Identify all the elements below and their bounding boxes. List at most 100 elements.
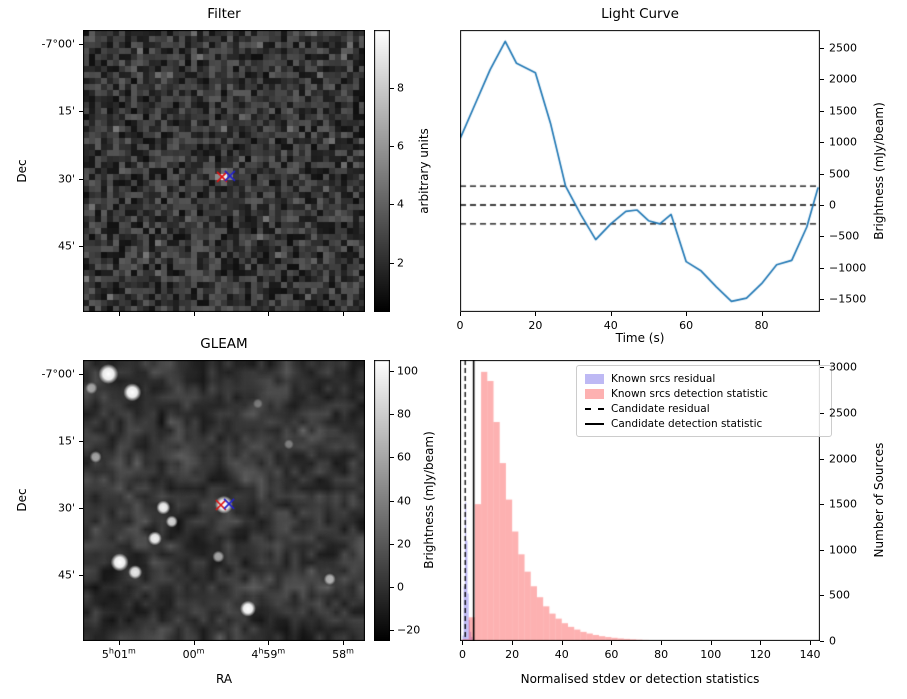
tick-mark bbox=[460, 312, 461, 316]
tick-label: 80 bbox=[654, 648, 669, 661]
tick-mark bbox=[79, 111, 83, 113]
tick-mark bbox=[79, 374, 83, 376]
tick-mark bbox=[193, 641, 195, 645]
legend-item-known-detection: Known srcs detection statistic bbox=[585, 386, 823, 401]
tick-label: 1000 bbox=[829, 135, 857, 149]
tick-mark bbox=[118, 312, 120, 316]
tick-mark bbox=[268, 312, 270, 316]
histogram-legend: Known srcs residual Known srcs detection… bbox=[576, 365, 832, 437]
tick-label: −500 bbox=[829, 229, 860, 243]
tick-mark bbox=[820, 299, 824, 301]
tick-label: 60 bbox=[679, 319, 694, 332]
tick-mark bbox=[79, 178, 83, 180]
tick-mark bbox=[390, 586, 394, 588]
tick-label: 15' bbox=[57, 434, 75, 448]
tick-label: 2500 bbox=[829, 406, 857, 420]
tick-mark bbox=[343, 641, 344, 645]
tick-label: 2000 bbox=[829, 452, 857, 466]
tick-mark bbox=[535, 312, 537, 316]
tick-mark bbox=[390, 88, 394, 90]
tick-label: 20 bbox=[528, 319, 543, 332]
tick-label: 6 bbox=[397, 139, 404, 153]
tick-mark bbox=[820, 110, 824, 112]
tick-mark bbox=[611, 641, 613, 645]
histogram-ylabel: Number of Sources bbox=[872, 442, 886, 558]
tick-label: 0 bbox=[829, 198, 836, 212]
light-curve-panel-title: Light Curve bbox=[601, 6, 679, 22]
tick-mark bbox=[820, 47, 824, 49]
tick-label: 30' bbox=[57, 172, 75, 186]
legend-label: Known srcs detection statistic bbox=[611, 387, 768, 400]
tick-mark bbox=[820, 142, 824, 144]
tick-label: −20 bbox=[397, 623, 421, 637]
tick-label: 140 bbox=[799, 648, 821, 661]
tick-label: 45' bbox=[57, 239, 75, 253]
tick-mark bbox=[820, 595, 824, 597]
gleam-sky-map bbox=[83, 360, 365, 641]
tick-mark bbox=[820, 367, 824, 369]
tick-mark bbox=[390, 146, 394, 148]
tick-mark bbox=[193, 312, 195, 316]
tick-mark bbox=[79, 508, 83, 510]
tick-label: 1500 bbox=[829, 497, 857, 511]
tick-label: 15' bbox=[57, 104, 75, 118]
tick-label: 1500 bbox=[829, 104, 857, 118]
legend-swatch-candidate-detection bbox=[585, 422, 604, 425]
tick-label: 2500 bbox=[829, 41, 857, 55]
light-curve-xlabel: Time (s) bbox=[615, 331, 665, 345]
tick-label: 0 bbox=[829, 634, 836, 648]
tick-label: 30' bbox=[57, 501, 75, 515]
tick-mark bbox=[820, 204, 824, 206]
tick-mark bbox=[820, 458, 824, 460]
tick-label: 1000 bbox=[829, 543, 857, 557]
filter-colorbar-label: arbitrary units bbox=[417, 128, 431, 214]
legend-swatch-candidate-residual bbox=[585, 407, 604, 410]
tick-mark bbox=[390, 370, 394, 372]
tick-mark bbox=[686, 312, 688, 316]
tick-label: 120 bbox=[749, 648, 771, 661]
gleam-xlabel: RA bbox=[215, 672, 233, 686]
tick-label: 45' bbox=[57, 568, 75, 582]
tick-label: 2 bbox=[397, 256, 404, 270]
tick-mark bbox=[512, 641, 514, 645]
tick-mark bbox=[390, 500, 394, 502]
tick-label: 20 bbox=[397, 537, 411, 551]
tick-mark bbox=[79, 246, 83, 247]
tick-label: 0 bbox=[397, 580, 404, 594]
tick-mark bbox=[390, 204, 394, 206]
tick-label: 40 bbox=[554, 648, 569, 661]
tick-label: 500 bbox=[829, 167, 850, 181]
gleam-colorbar-label: Brightness (mJy/beam) bbox=[422, 431, 436, 569]
tick-mark bbox=[661, 641, 663, 645]
gleam-panel-title: GLEAM bbox=[200, 336, 248, 352]
legend-label: Candidate detection statistic bbox=[611, 417, 763, 430]
tick-mark bbox=[390, 457, 394, 459]
tick-mark bbox=[79, 44, 83, 46]
filter-sky-map bbox=[83, 30, 365, 312]
legend-item-known-residual: Known srcs residual bbox=[585, 371, 823, 386]
tick-label: 4 bbox=[397, 197, 404, 211]
tick-mark bbox=[820, 641, 824, 642]
tick-mark bbox=[462, 641, 464, 645]
tick-label: 8 bbox=[397, 81, 404, 95]
light-curve-plot bbox=[460, 30, 820, 312]
tick-mark bbox=[760, 641, 762, 645]
tick-label: 3000 bbox=[829, 360, 857, 374]
tick-label: 500 bbox=[829, 588, 850, 602]
tick-mark bbox=[610, 312, 612, 316]
tick-label: 60 bbox=[397, 450, 411, 464]
tick-label: 4h59m bbox=[251, 646, 286, 661]
filter-ylabel: Dec bbox=[15, 159, 29, 183]
gleam-ylabel: Dec bbox=[15, 488, 29, 512]
tick-label: 0 bbox=[458, 648, 466, 661]
tick-mark bbox=[390, 262, 394, 264]
gleam-colorbar bbox=[374, 360, 390, 641]
tick-mark bbox=[820, 267, 824, 269]
tick-mark bbox=[343, 312, 344, 316]
tick-label: 58m bbox=[332, 646, 354, 661]
legend-label: Candidate residual bbox=[611, 402, 710, 415]
tick-mark bbox=[710, 641, 712, 645]
tick-mark bbox=[390, 543, 394, 545]
tick-label: 00m bbox=[182, 646, 205, 661]
